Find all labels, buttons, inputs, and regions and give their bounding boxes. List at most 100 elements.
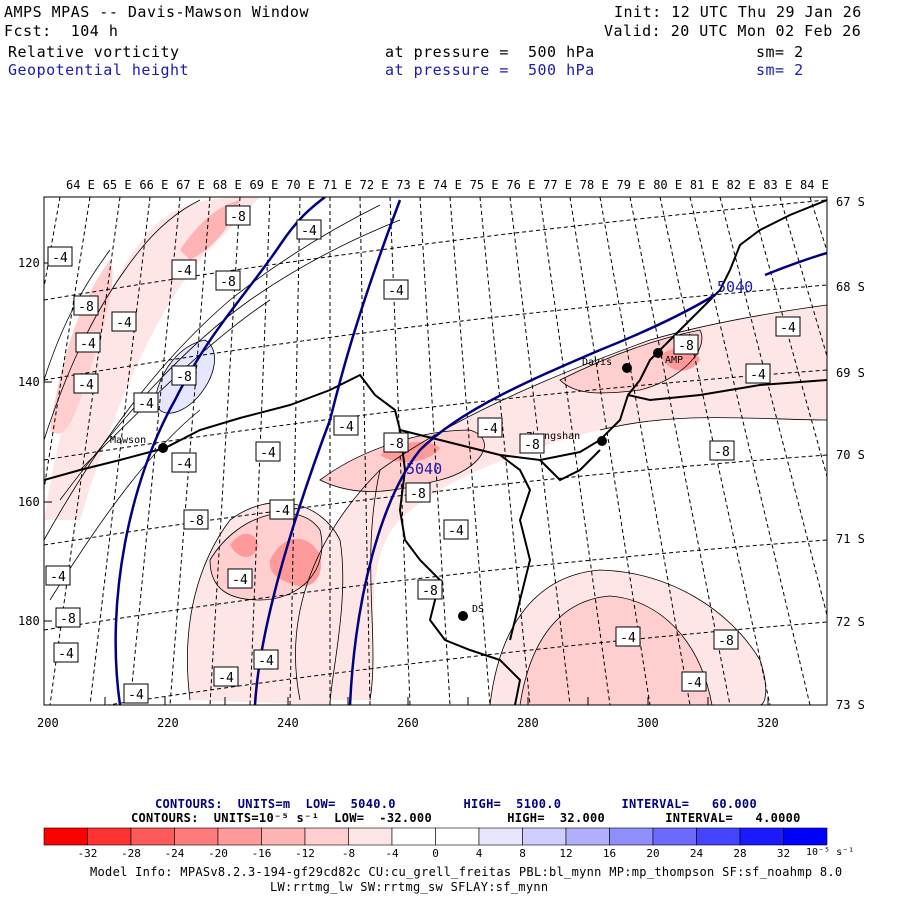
longitude-label: 64 E [66, 178, 95, 192]
station-label-ds: DS [472, 604, 484, 615]
vorticity-label: -8 [709, 440, 735, 461]
svg-text:-8: -8 [678, 339, 694, 354]
vorticity-label: -4 [47, 246, 73, 267]
vorticity-label: -4 [477, 417, 503, 438]
grid-x-labels: 200 220 240 260 280 300 320 [37, 716, 779, 730]
longitude-label: 80 E [653, 178, 682, 192]
svg-text:-4: -4 [620, 631, 636, 646]
vorticity-label: -8 [673, 334, 699, 355]
colorbar-swatch [348, 827, 393, 846]
grid-y-label: 140 [18, 375, 40, 389]
colorbar-swatch [304, 827, 349, 846]
colorbar-tick-label: 8 [519, 847, 526, 860]
vorticity-label: -4 [171, 259, 197, 280]
colorbar-swatch [87, 827, 132, 846]
svg-text:-4: -4 [274, 504, 290, 519]
svg-text:-8: -8 [388, 437, 404, 452]
vorticity-label: -4 [333, 415, 359, 436]
svg-text:-4: -4 [482, 422, 498, 437]
svg-text:-4: -4 [52, 251, 68, 266]
svg-text:-4: -4 [301, 224, 317, 239]
svg-text:-4: -4 [50, 570, 66, 585]
svg-text:-4: -4 [686, 676, 702, 691]
coastline [44, 199, 827, 705]
svg-text:-4: -4 [176, 457, 192, 472]
contours-height-info: CONTOURS: UNITS=m LOW= 5040.0 HIGH= 5100… [155, 797, 757, 811]
longitude-label: 75 E [470, 178, 499, 192]
height-label: 5040 [717, 278, 753, 296]
svg-text:-4: -4 [80, 337, 96, 352]
forecast-hour: Fcst: 104 h [4, 22, 119, 40]
svg-text:-4: -4 [116, 316, 132, 331]
svg-text:-4: -4 [750, 368, 766, 383]
colorbar-ticks: -32 -28 -24 -20 -16 -12 -8 -4 0 4 8 12 16 20 24 28 32 [78, 847, 791, 860]
longitude-label: 82 E [727, 178, 756, 192]
vorticity-label: -4 [383, 279, 409, 300]
vorticity-label: -8 [183, 509, 209, 530]
vorticity-label: -8 [55, 607, 81, 628]
field2-sm: sm= 2 [756, 61, 804, 79]
longitude-label: 84 E [800, 178, 829, 192]
svg-text:-4: -4 [58, 647, 74, 662]
longitude-label: 74 E [433, 178, 462, 192]
station-marker-ds [458, 611, 468, 621]
left-ticks [44, 262, 769, 705]
station-marker-amp [653, 348, 663, 358]
vorticity-label: -8 [171, 365, 197, 386]
grid-y-label: 120 [18, 256, 40, 270]
vorticity-label: -8 [417, 579, 443, 600]
svg-text:-8: -8 [524, 438, 540, 453]
longitude-label: 73 E [396, 178, 425, 192]
vorticity-label: -4 [73, 373, 99, 394]
svg-text:-4: -4 [78, 378, 94, 393]
vorticity-label: -4 [615, 626, 641, 647]
map-frame [43, 196, 828, 706]
grid-y-label: 180 [18, 614, 40, 628]
valid-time: Valid: 20 UTC Mon 02 Feb 26 [604, 22, 862, 40]
model-info-line1: Model Info: MPASv8.2.3-194-gf29cd82c CU:… [90, 865, 843, 879]
field1-level: at pressure = 500 hPa [385, 43, 595, 61]
vorticity-label: -8 [225, 205, 251, 226]
vorticity-label: -4 [296, 219, 322, 240]
vorticity-label: -4 [171, 452, 197, 473]
vorticity-label: -4 [227, 568, 253, 589]
latitude-label: 68 S [836, 280, 865, 294]
longitude-label: 70 E [286, 178, 315, 192]
colorbar-tick-label: -12 [295, 847, 315, 860]
height-labels: 5040 5040 [406, 278, 753, 478]
vorticity-labels: -8 -4 -4 -4 -8 -4 -8 -4 -4 -4 -8 -4 -4 -8 -4 -4 -4 -4 -8 -4… [45, 205, 801, 704]
colorbar-tick-label: 12 [559, 847, 572, 860]
station-marker-davis [622, 363, 632, 373]
grid-x-label: 300 [637, 716, 659, 730]
latitude-label: 72 S [836, 615, 865, 629]
svg-text:-4: -4 [260, 446, 276, 461]
vorticity-label: -8 [519, 433, 545, 454]
longitude-label: 67 E [176, 178, 205, 192]
station-label-zhongshan: Zhongshan [526, 431, 580, 442]
svg-text:-8: -8 [410, 487, 426, 502]
longitude-label: 83 E [763, 178, 792, 192]
longitude-label: 68 E [213, 178, 242, 192]
colorbar-swatch [783, 827, 828, 846]
svg-text:-8: -8 [176, 370, 192, 385]
colorbar-swatch [217, 827, 262, 846]
svg-text:-4: -4 [128, 688, 144, 703]
svg-text:-4: -4 [232, 573, 248, 588]
colorbar-swatch [261, 827, 306, 846]
vorticity-label: -8 [73, 295, 99, 316]
latitude-label: 69 S [836, 366, 865, 380]
longitude-label: 76 E [506, 178, 535, 192]
colorbar-tick-label: -4 [385, 847, 399, 860]
station-labels: Mawson Davis Zhongshan AMP DS [110, 355, 683, 615]
svg-text:-8: -8 [230, 210, 246, 225]
colorbar-swatch [739, 827, 784, 846]
colorbar-tick-label: -24 [165, 847, 185, 860]
colorbar [43, 827, 828, 846]
vorticity-label: -4 [133, 392, 159, 413]
latitude-label: 73 S [836, 698, 865, 712]
grid-x-label: 200 [37, 716, 59, 730]
grid-x-label: 320 [757, 716, 779, 730]
colorbar-swatch [609, 827, 654, 846]
vorticity-label: -8 [713, 629, 739, 650]
